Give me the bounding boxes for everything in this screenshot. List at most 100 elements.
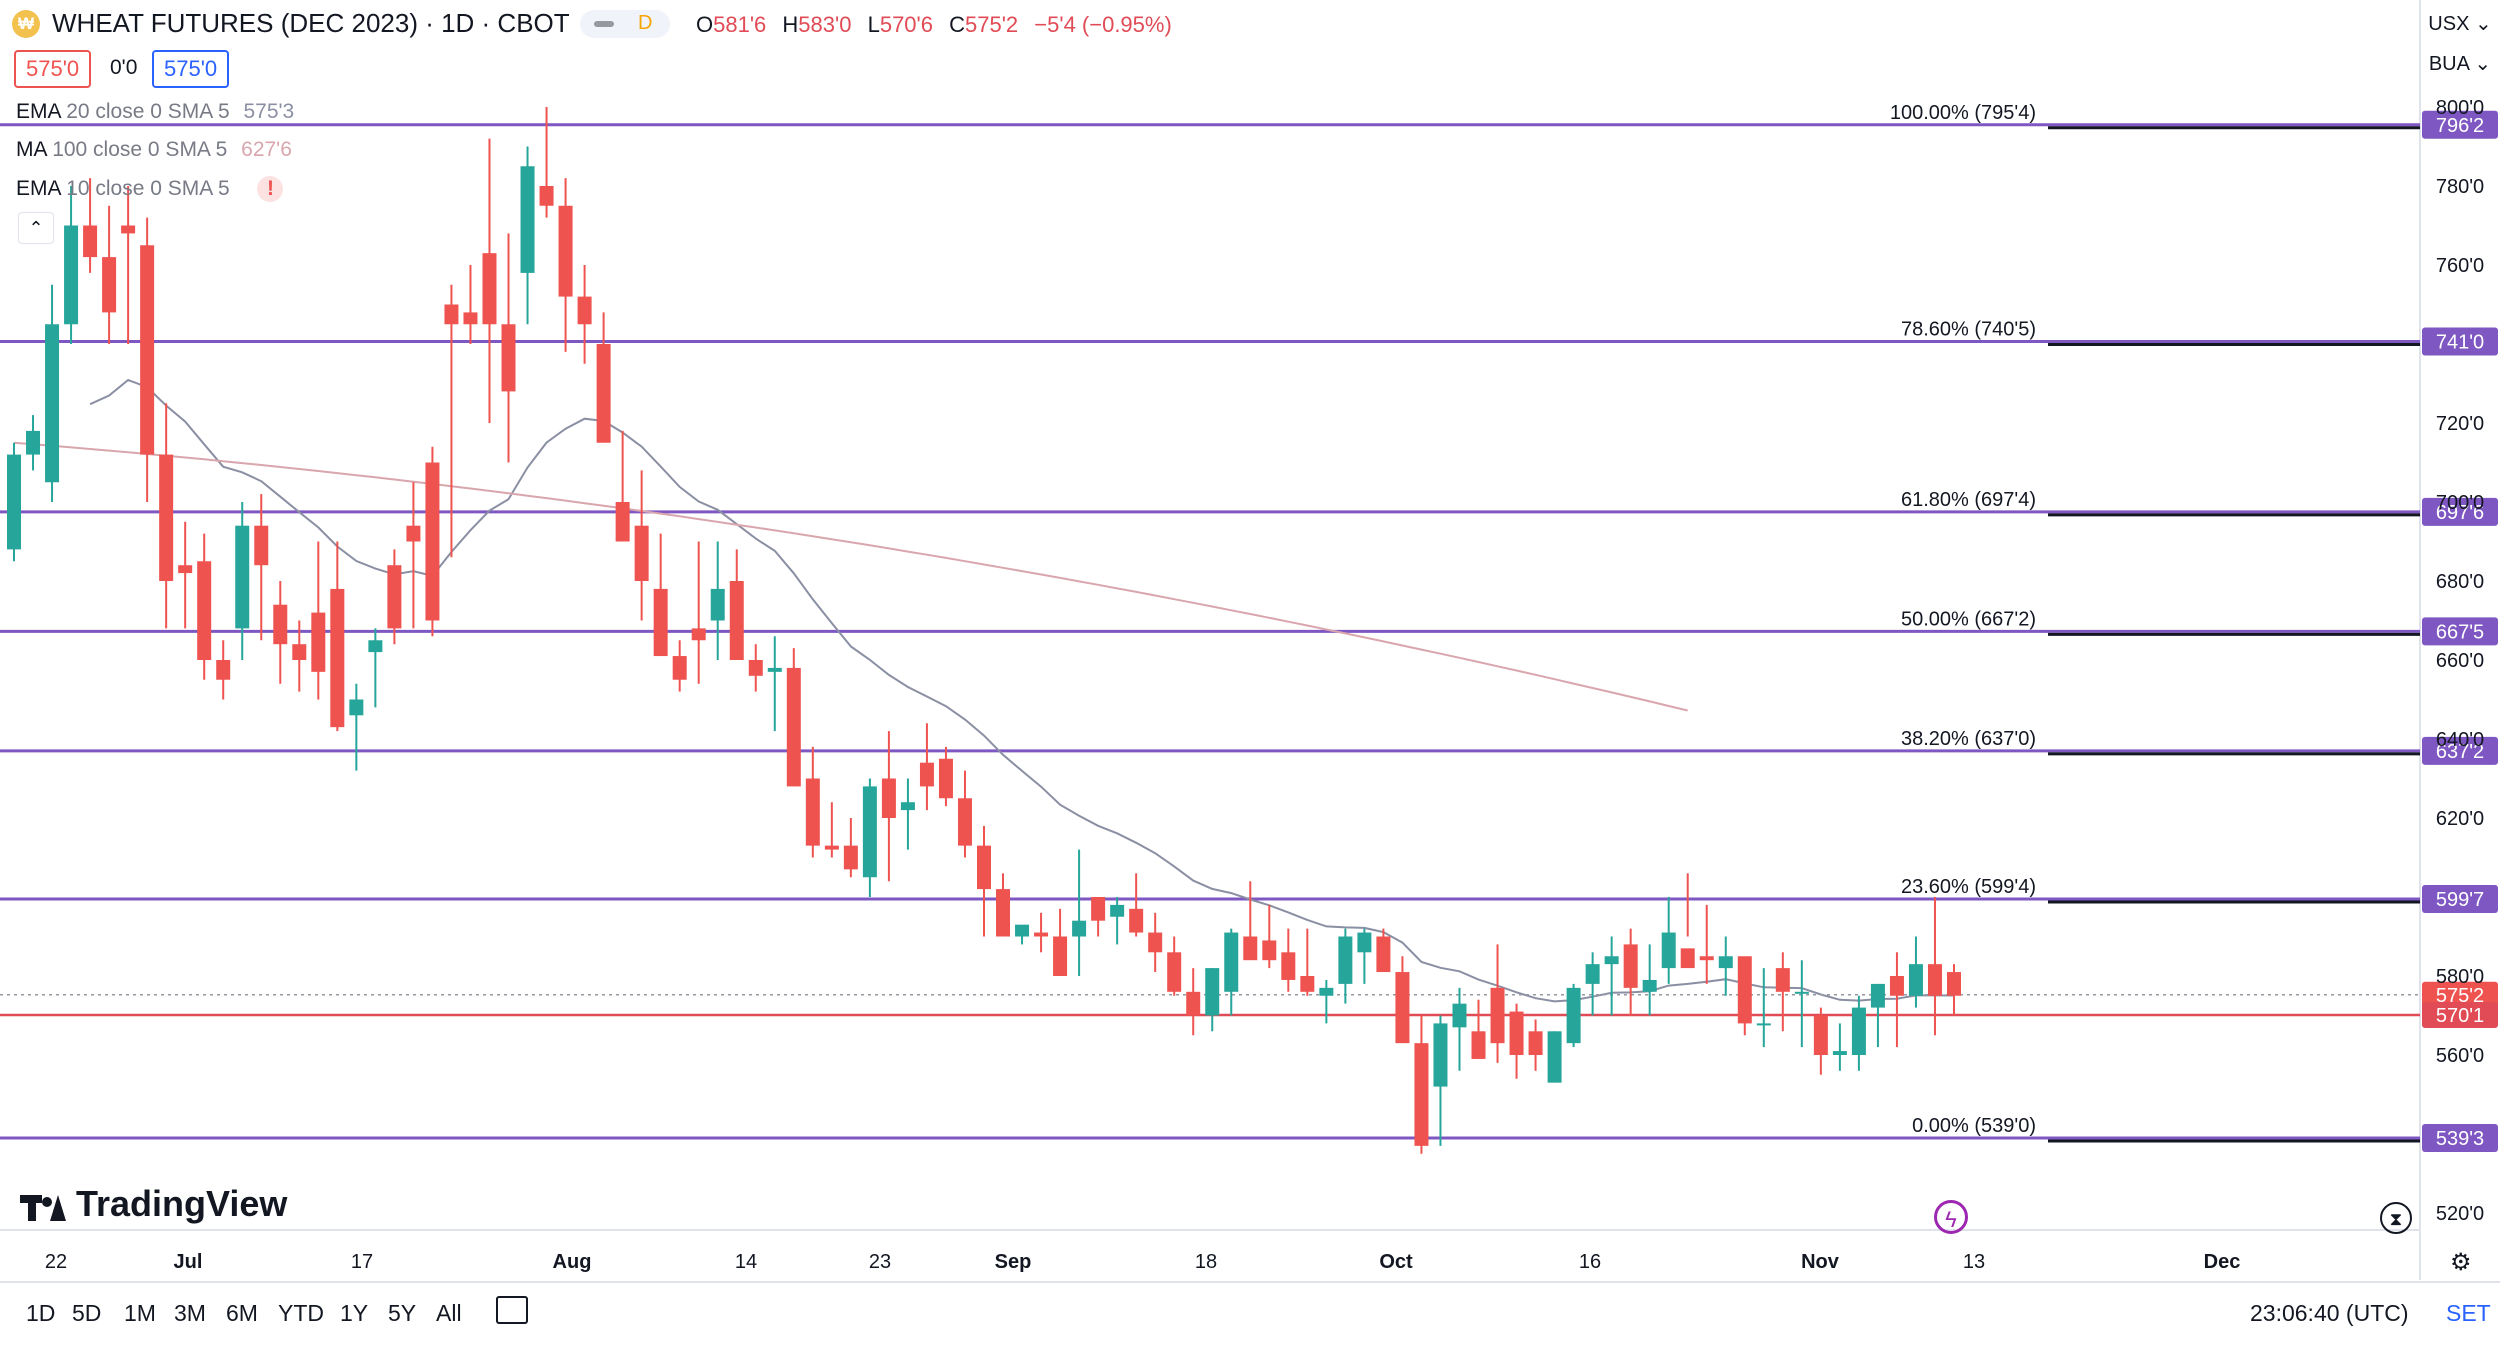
candle-body (1832, 1051, 1847, 1055)
x-tick-label: Jul (174, 1251, 203, 1273)
indicator-ema10[interactable]: EMA 10 close 0 SMA 5 ! (16, 176, 284, 202)
compare-calendar-icon[interactable] (496, 1296, 528, 1324)
fib-label: 61.80% (697'4) (1901, 489, 2036, 511)
interval-badge[interactable]: D (580, 10, 670, 38)
candle-body (634, 525, 649, 581)
candle-body (1281, 952, 1296, 980)
open-label: O (696, 12, 714, 37)
range-button-6m[interactable]: 6M (226, 1300, 258, 1326)
candle-body (672, 656, 687, 680)
symbol-title[interactable]: WHEAT FUTURES (DEC 2023) · 1D · CBOT (52, 8, 570, 38)
candle-body (1034, 932, 1049, 937)
candle-body (1091, 897, 1106, 921)
range-button-3m[interactable]: 3M (174, 1300, 206, 1326)
candle-body (1775, 968, 1790, 992)
sell-price-button[interactable]: 575'0 (14, 50, 92, 88)
range-button-5d[interactable]: 5D (72, 1300, 102, 1326)
candle-body (64, 225, 79, 325)
candle-body (1338, 936, 1353, 984)
candle-body (140, 245, 155, 455)
clock[interactable]: 23:06:40 (UTC) (2250, 1300, 2409, 1326)
candle-body (1300, 976, 1315, 992)
candle-body (1566, 987, 1581, 1044)
replay-bolt-icon[interactable]: ϟ (1934, 1200, 1968, 1234)
collapse-legend-button[interactable]: ⌃ (18, 212, 54, 244)
candle-body (159, 454, 174, 581)
candle-body (558, 205, 573, 297)
candle-body (444, 304, 459, 325)
candle-body (1547, 1031, 1562, 1083)
candle-body (1452, 1003, 1467, 1028)
low-value: 570'6 (879, 12, 933, 37)
range-button-5y[interactable]: 5Y (388, 1300, 417, 1326)
eye-toggle-icon (594, 21, 614, 27)
warning-icon: ! (257, 176, 284, 202)
interval-badge-label: D (638, 12, 653, 34)
candle-body (1661, 932, 1676, 969)
candle-body (1699, 956, 1714, 961)
candle-body (216, 660, 231, 680)
candle-body (482, 253, 497, 325)
candle-body (1585, 964, 1600, 984)
x-tick-label: Dec (2204, 1251, 2241, 1273)
candle-body (1927, 964, 1942, 996)
candle-body (1509, 1011, 1524, 1055)
candle-body (957, 798, 972, 846)
fib-label: 50.00% (667'2) (1901, 608, 2036, 630)
indicator-name: EMA (16, 100, 61, 123)
session-button[interactable]: SET (2446, 1300, 2491, 1326)
range-button-1y[interactable]: 1Y (340, 1300, 369, 1326)
y-tick-label: 760'0 (2436, 255, 2484, 277)
candle-body (805, 778, 820, 846)
fib-label: 78.60% (740'5) (1901, 319, 2036, 341)
candle-body (254, 525, 269, 566)
x-tick-label: Nov (1801, 1251, 1840, 1273)
change-value: −5'4 (−0.95%) (1034, 12, 1172, 37)
candle-body (748, 660, 763, 676)
candle-body (1623, 944, 1638, 988)
fib-price-tag-text: 667'5 (2436, 621, 2484, 643)
price-line-tag (2422, 1002, 2498, 1029)
candle-body (425, 462, 440, 621)
indicator-params: 20 close 0 SMA 5 (66, 100, 230, 123)
indicator-ma100[interactable]: MA 100 close 0 SMA 5 627'6 (16, 138, 292, 162)
fib-price-tag-text: 539'3 (2436, 1128, 2484, 1150)
candle-body (615, 502, 630, 542)
y-tick-label: 520'0 (2436, 1203, 2484, 1225)
candle-body (235, 525, 250, 629)
unit-select[interactable]: BUA ⌄ (2428, 53, 2492, 75)
currency-select[interactable]: USX ⌄ (2428, 13, 2492, 35)
candle-body (1186, 991, 1201, 1016)
spread-value: 0'0 (110, 56, 138, 79)
settings-gear-icon[interactable]: ⚙ (2450, 1249, 2472, 1276)
candle-body (539, 186, 554, 206)
indicator-params: 100 close 0 SMA 5 (52, 138, 228, 161)
y-tick-label: 800'0 (2436, 97, 2484, 119)
candle-body (1262, 940, 1277, 961)
candle-body (1947, 972, 1961, 996)
candle-body (102, 257, 117, 313)
range-button-1m[interactable]: 1M (124, 1300, 156, 1326)
candle-body (520, 166, 535, 273)
candle-body (1167, 952, 1182, 992)
buy-price-button[interactable]: 575'0 (152, 50, 230, 88)
indicator-name: EMA (16, 177, 61, 200)
candle-body (653, 588, 668, 657)
candle-body (1604, 956, 1619, 965)
candle-body (1433, 1023, 1448, 1087)
fib-price-tag-text: 697'6 (2436, 502, 2484, 524)
candle-body (900, 802, 915, 811)
last-price-tag (2422, 981, 2498, 1008)
candle-body (45, 324, 60, 483)
range-button-all[interactable]: All (436, 1300, 462, 1326)
indicator-ema20[interactable]: EMA 20 close 0 SMA 5 575'3 (16, 100, 294, 124)
hourglass-icon[interactable]: ⧗ (2380, 1202, 2412, 1234)
range-button-1d[interactable]: 1D (26, 1300, 56, 1326)
x-tick-label: Oct (1379, 1251, 1413, 1273)
candle-body (406, 525, 421, 542)
range-button-ytd[interactable]: YTD (278, 1300, 324, 1326)
high-value: 583'0 (798, 12, 852, 37)
y-tick-label: 700'0 (2436, 492, 2484, 514)
ema20-line (89, 378, 1955, 1003)
